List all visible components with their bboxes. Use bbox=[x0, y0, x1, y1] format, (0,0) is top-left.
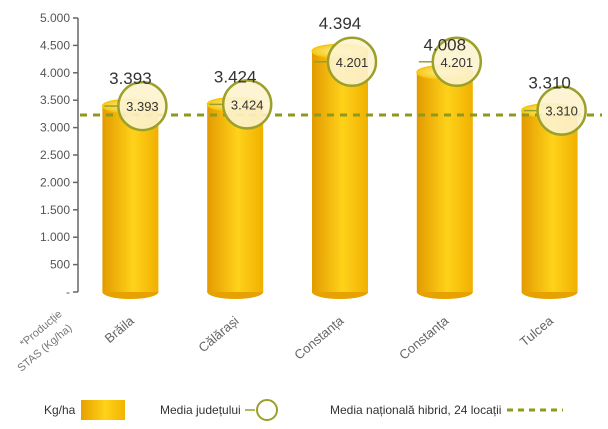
y-tick-label: 4.500 bbox=[40, 38, 70, 52]
county-average-label: 3.310 bbox=[545, 104, 578, 119]
bar-value-label: 3.424 bbox=[214, 67, 257, 86]
bar bbox=[416, 72, 473, 292]
legend-item-bars: Kg/ha bbox=[44, 398, 126, 422]
county-average-circle bbox=[221, 79, 273, 130]
legend-item-national: Media națională hibrid, 24 locații bbox=[330, 398, 564, 422]
y-tick-label: 1.500 bbox=[40, 203, 70, 217]
legend-circle-icon bbox=[244, 399, 278, 421]
bar-value-label: 3.393 bbox=[109, 69, 152, 88]
category-label: Constanța bbox=[291, 313, 347, 363]
y-tick-label: 3.500 bbox=[40, 93, 70, 107]
bar-value-label: 4.008 bbox=[424, 35, 467, 54]
legend-bars-label: Kg/ha bbox=[44, 403, 76, 417]
legend-dashed-line-icon bbox=[507, 408, 564, 412]
y-tick-label: 1.000 bbox=[40, 230, 70, 244]
category-label: Tulcea bbox=[517, 313, 557, 350]
y-tick-label: - bbox=[66, 285, 70, 299]
bar-chart: - 500 1.000 1.500 2.000 2.500 3.000 3.500 4.000 4… bbox=[15, 11, 602, 374]
bar bbox=[207, 104, 264, 292]
county-average-circle bbox=[431, 36, 483, 88]
legend-item-county: Media județului bbox=[160, 398, 281, 422]
bar bbox=[312, 51, 368, 292]
county-average-label: 4.201 bbox=[336, 55, 369, 70]
county-average-circle bbox=[536, 85, 587, 136]
county-average-circle bbox=[117, 80, 168, 132]
county-average-label: 3.393 bbox=[126, 99, 159, 114]
county-average-label: 3.424 bbox=[231, 97, 264, 112]
y-tick-label: 2.500 bbox=[40, 148, 70, 162]
county-average-label: 4.201 bbox=[441, 55, 474, 70]
county-average-circle bbox=[326, 36, 378, 88]
category-label: Brăila bbox=[102, 313, 138, 346]
legend-national-label: Media națională hibrid, 24 locații bbox=[330, 403, 502, 417]
legend-county-label: Media județului bbox=[160, 403, 241, 417]
bar bbox=[102, 106, 159, 292]
legend: Kg/ha Media județului Media națională hi… bbox=[0, 398, 608, 422]
y-tick-label: 4.000 bbox=[40, 66, 70, 80]
y-tick-label: 3.000 bbox=[40, 121, 70, 135]
legend-bar-swatch bbox=[81, 400, 126, 420]
category-label: Călărași bbox=[195, 313, 241, 355]
y-tick-label: 5.000 bbox=[40, 11, 70, 25]
bar bbox=[521, 110, 578, 292]
category-label: Constanța bbox=[396, 313, 452, 363]
bar-value-label: 4.394 bbox=[319, 14, 362, 33]
bar-value-label: 3.310 bbox=[528, 74, 571, 93]
y-tick-label: 2.000 bbox=[40, 175, 70, 189]
y-tick-label: 500 bbox=[50, 258, 70, 272]
